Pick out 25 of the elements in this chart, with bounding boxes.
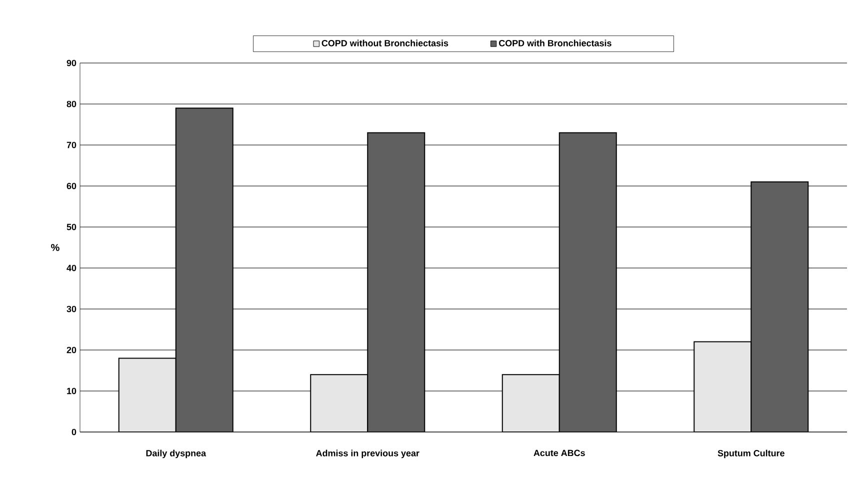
y-tick-label: 0	[72, 428, 76, 436]
y-axis-title: %	[51, 244, 60, 252]
y-tick-label: 90	[66, 60, 76, 66]
y-tick-label: 40	[66, 264, 76, 272]
y-tick-label: 30	[66, 306, 76, 312]
bar	[367, 132, 426, 432]
x-tick-label: Daily dyspnea	[146, 450, 206, 458]
y-tick-label: 80	[66, 100, 76, 108]
x-tick-label: Acute ABCs	[534, 450, 585, 456]
bar	[175, 108, 234, 432]
legend-label: COPD without Bronchiectasis	[322, 40, 448, 46]
y-tick-label: 10	[67, 388, 76, 394]
bar	[694, 341, 752, 432]
y-tick-label: 20	[66, 346, 76, 354]
bar	[750, 181, 809, 432]
legend-label: COPD with Bronchiectasis	[499, 40, 612, 46]
bar	[558, 132, 617, 432]
y-tick-label: 50	[66, 224, 76, 230]
bar	[310, 374, 368, 432]
x-tick-label: Admiss in previous year	[316, 450, 420, 458]
y-tick-label: 60	[66, 182, 76, 190]
y-tick-label: 70	[66, 142, 76, 148]
bar	[502, 374, 560, 432]
x-tick-label: Sputum Culture	[718, 450, 784, 458]
bar	[118, 358, 176, 432]
